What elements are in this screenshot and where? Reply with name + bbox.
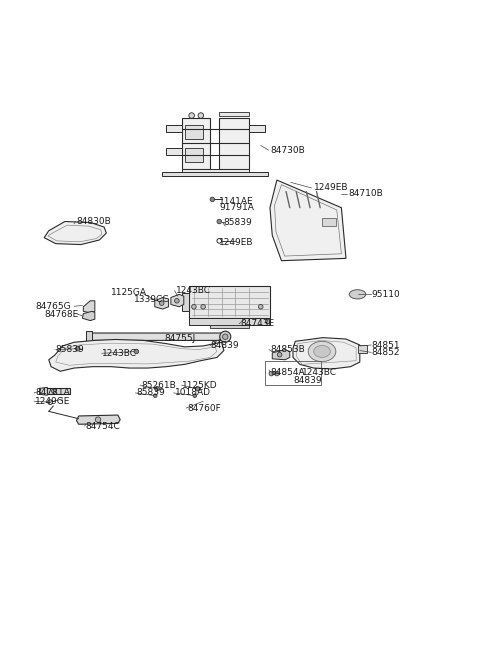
- Text: 1141AE: 1141AE: [219, 196, 254, 206]
- Polygon shape: [76, 415, 120, 424]
- Polygon shape: [84, 301, 95, 312]
- Polygon shape: [189, 286, 270, 318]
- Text: 95110: 95110: [372, 290, 400, 299]
- Text: 85839: 85839: [224, 218, 252, 227]
- Text: 85839: 85839: [136, 388, 165, 398]
- Text: 84851: 84851: [372, 341, 400, 350]
- Circle shape: [192, 305, 196, 309]
- Polygon shape: [44, 221, 107, 244]
- Text: 84839: 84839: [293, 376, 322, 385]
- Text: 85261B: 85261B: [141, 381, 176, 390]
- Polygon shape: [155, 297, 168, 309]
- Text: 84854A: 84854A: [270, 368, 305, 377]
- Polygon shape: [171, 294, 184, 307]
- Text: 1125KD: 1125KD: [182, 381, 218, 390]
- Circle shape: [210, 197, 215, 202]
- Circle shape: [195, 386, 200, 391]
- Text: 85839: 85839: [56, 345, 84, 354]
- Polygon shape: [85, 331, 92, 343]
- Polygon shape: [166, 148, 182, 155]
- Ellipse shape: [308, 341, 336, 362]
- Polygon shape: [39, 387, 48, 395]
- Circle shape: [269, 371, 274, 376]
- Circle shape: [220, 331, 231, 343]
- Text: 1018AD: 1018AD: [175, 388, 211, 398]
- Text: 84765G: 84765G: [35, 302, 71, 311]
- Circle shape: [223, 334, 228, 339]
- Circle shape: [258, 305, 263, 309]
- Polygon shape: [219, 118, 249, 168]
- Circle shape: [75, 346, 80, 351]
- Bar: [265, 361, 321, 385]
- Polygon shape: [90, 333, 224, 341]
- Text: 1249EB: 1249EB: [314, 183, 348, 193]
- Text: 84830B: 84830B: [76, 217, 111, 226]
- Circle shape: [96, 417, 101, 422]
- Polygon shape: [182, 293, 189, 311]
- Text: 91791A: 91791A: [219, 203, 254, 212]
- Circle shape: [189, 113, 194, 119]
- Circle shape: [201, 305, 205, 309]
- Polygon shape: [272, 350, 290, 360]
- Circle shape: [154, 394, 157, 398]
- Polygon shape: [162, 172, 268, 176]
- Polygon shape: [359, 345, 367, 353]
- Polygon shape: [293, 337, 360, 369]
- Polygon shape: [210, 325, 249, 328]
- Text: 1243BC: 1243BC: [176, 286, 211, 295]
- Polygon shape: [189, 318, 270, 325]
- Text: 1125GA: 1125GA: [111, 288, 147, 297]
- Text: 84755J: 84755J: [164, 334, 195, 343]
- Circle shape: [134, 349, 139, 354]
- Text: 84743E: 84743E: [240, 320, 274, 328]
- Text: 84781A: 84781A: [35, 388, 70, 398]
- Ellipse shape: [314, 345, 330, 358]
- Circle shape: [175, 299, 179, 303]
- Text: 84760F: 84760F: [187, 403, 221, 413]
- Text: 84730B: 84730B: [270, 145, 305, 155]
- Polygon shape: [49, 339, 224, 371]
- Text: 1249EB: 1249EB: [219, 238, 254, 247]
- Polygon shape: [219, 112, 249, 117]
- Circle shape: [217, 219, 222, 224]
- Bar: [185, 148, 203, 162]
- Text: 1339CC: 1339CC: [134, 295, 169, 304]
- Circle shape: [265, 319, 270, 324]
- Circle shape: [277, 352, 282, 357]
- Text: 84852: 84852: [372, 348, 400, 357]
- Text: 84853B: 84853B: [270, 345, 305, 354]
- Bar: [322, 218, 336, 226]
- Ellipse shape: [349, 290, 366, 299]
- Text: 84839: 84839: [210, 341, 239, 350]
- Text: 1249GE: 1249GE: [35, 397, 70, 405]
- Text: 1243BC: 1243BC: [102, 349, 137, 358]
- Polygon shape: [166, 124, 182, 132]
- Text: 84768E: 84768E: [44, 310, 78, 318]
- Circle shape: [193, 394, 197, 398]
- Bar: [185, 124, 203, 139]
- Circle shape: [159, 301, 164, 305]
- Text: 84754C: 84754C: [85, 422, 120, 430]
- Polygon shape: [182, 118, 210, 168]
- Polygon shape: [182, 168, 249, 176]
- Polygon shape: [270, 180, 346, 261]
- Text: 84710B: 84710B: [348, 189, 383, 198]
- Polygon shape: [48, 388, 70, 394]
- Text: 1243BC: 1243BC: [302, 368, 337, 377]
- Circle shape: [51, 389, 56, 394]
- Circle shape: [155, 386, 159, 391]
- Circle shape: [198, 113, 204, 119]
- Polygon shape: [249, 124, 265, 132]
- Circle shape: [275, 371, 279, 376]
- Polygon shape: [83, 311, 95, 320]
